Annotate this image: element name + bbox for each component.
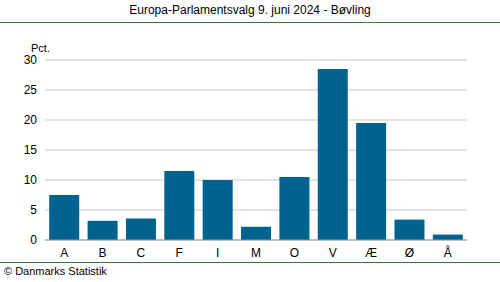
svg-text:Æ: Æ <box>365 246 377 260</box>
svg-text:25: 25 <box>24 83 38 97</box>
svg-text:M: M <box>251 246 261 260</box>
svg-text:Ø: Ø <box>405 246 414 260</box>
html-text:Europa-Parlamentsvalg 9. juni: Europa-Parlamentsvalg 9. juni 2024 - Bøv… <box>129 3 371 17</box>
svg-text:I: I <box>216 246 219 260</box>
svg-text:0: 0 <box>30 233 37 247</box>
html-text:© Danmarks Statistik: © Danmarks Statistik <box>4 265 107 277</box>
svg-text:C: C <box>137 246 146 260</box>
svg-text:5: 5 <box>30 203 37 217</box>
svg-text:B: B <box>99 246 107 260</box>
svg-text:15: 15 <box>24 143 38 157</box>
html-text:Pct.: Pct. <box>31 42 50 54</box>
svg-text:30: 30 <box>24 53 38 67</box>
svg-text:F: F <box>176 246 183 260</box>
svg-text:20: 20 <box>24 113 38 127</box>
svg-text:V: V <box>329 246 337 260</box>
svg-text:O: O <box>290 246 299 260</box>
svg-text:10: 10 <box>24 173 38 187</box>
svg-text:A: A <box>60 246 68 260</box>
svg-text:Å: Å <box>444 245 452 260</box>
